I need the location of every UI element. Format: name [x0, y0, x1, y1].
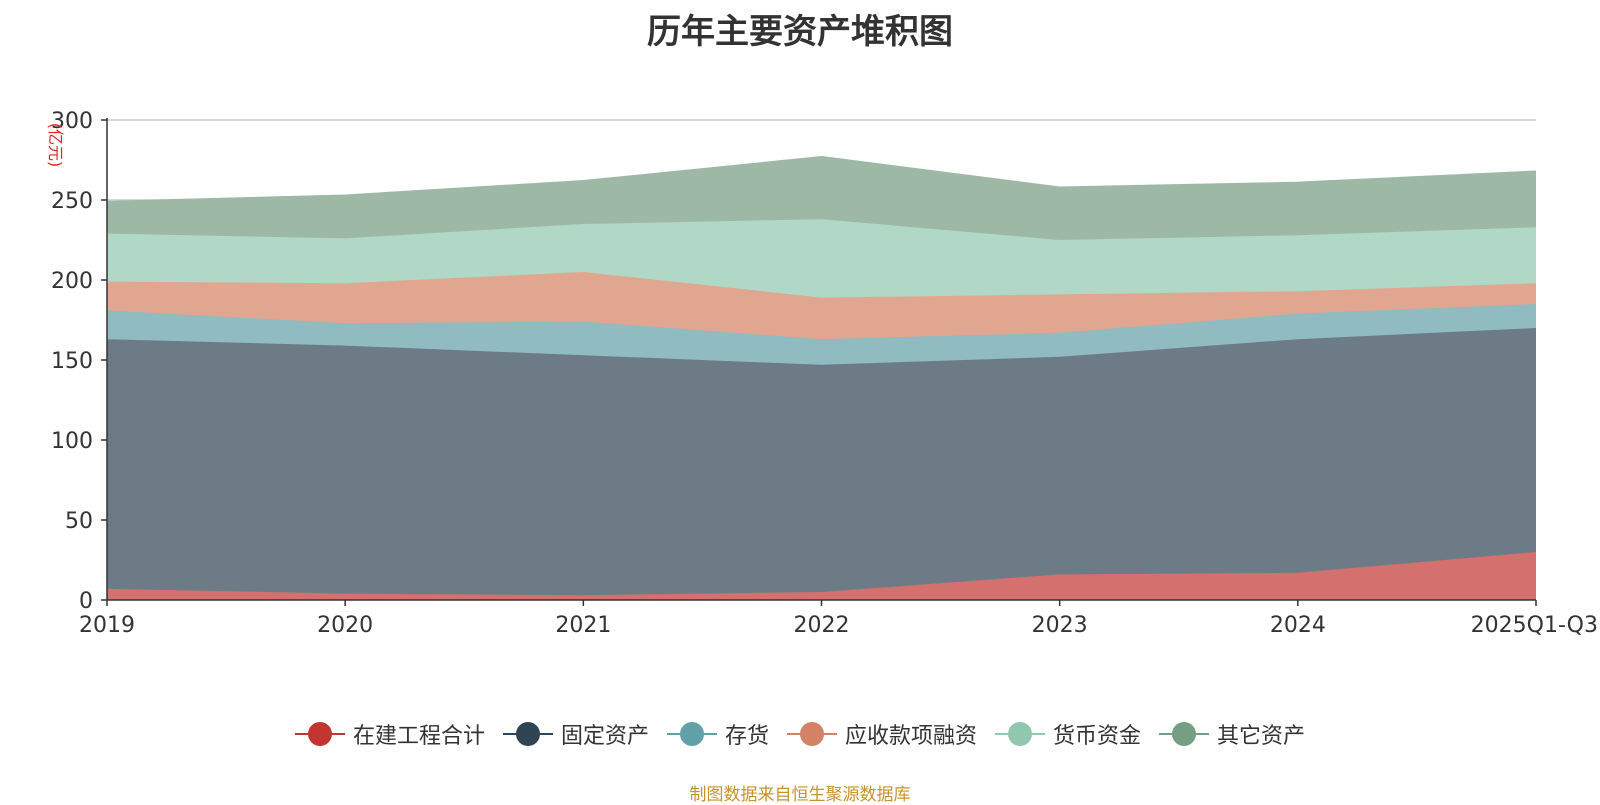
legend-marker-icon	[502, 722, 553, 746]
area-series-1[interactable]	[107, 552, 1536, 600]
y-tick-label: 250	[51, 189, 93, 214]
legend-item-4[interactable]: 应收款项融资	[787, 718, 977, 750]
series-line-6	[106, 156, 1537, 203]
x-tick-label: 2019	[79, 613, 135, 638]
x-tick-label: 2024	[1270, 613, 1326, 638]
y-tick-label: 300	[51, 109, 93, 134]
x-tick-label: 2022	[794, 613, 850, 638]
y-tick-label: 50	[65, 509, 93, 534]
x-tick-label: 2020	[317, 613, 373, 638]
x-tick-label: 2025Q1-Q3	[1471, 613, 1598, 638]
legend-label: 在建工程合计	[352, 724, 485, 749]
x-tick-label: 2023	[1032, 613, 1088, 638]
legend-label: 货币资金	[1053, 724, 1142, 749]
legend-label: 固定资产	[560, 724, 649, 749]
legend-item-5[interactable]: 货币资金	[995, 718, 1141, 750]
area-series-3[interactable]	[107, 304, 1536, 365]
legend-marker-icon	[294, 722, 345, 746]
legend-label: 应收款项融资	[845, 724, 978, 749]
y-tick-label: 200	[51, 269, 93, 294]
legend-marker-icon	[995, 722, 1046, 746]
area-series-2[interactable]	[107, 328, 1536, 596]
area-series-4[interactable]	[107, 272, 1536, 340]
legend-label: 其它资产	[1217, 724, 1306, 749]
y-axis-unit-label: (亿元)	[46, 123, 65, 168]
y-tick-label: 100	[51, 429, 93, 454]
area-series	[106, 156, 1537, 600]
legend-marker-icon	[666, 722, 717, 746]
legend-item-6[interactable]: 其它资产	[1159, 718, 1305, 750]
y-tick-label: 0	[79, 589, 93, 614]
legend: 在建工程合计 固定资产 存货 应收款项融资 货币资金 其它资产	[0, 718, 1600, 750]
area-series-6[interactable]	[107, 156, 1536, 240]
chart-title: 历年主要资产堆积图	[647, 12, 953, 52]
legend-marker-icon	[787, 722, 837, 746]
legend-label: 存货	[724, 724, 769, 749]
legend-item-3[interactable]: 存货	[666, 718, 769, 750]
legend-item-2[interactable]: 固定资产	[502, 718, 649, 750]
legend-marker-icon	[1159, 722, 1210, 746]
source-note: 制图数据来自恒生聚源数据库	[689, 785, 911, 805]
x-tick-label: 2021	[555, 613, 611, 638]
axes	[101, 118, 1537, 606]
area-series-5[interactable]	[107, 219, 1536, 298]
axis-labels: 0 50 100 150 200 250 300 2019 2020 2021 2022 2023 20…	[51, 109, 1598, 638]
y-tick-label: 150	[51, 349, 93, 374]
legend-item-1[interactable]: 在建工程合计	[294, 718, 485, 750]
